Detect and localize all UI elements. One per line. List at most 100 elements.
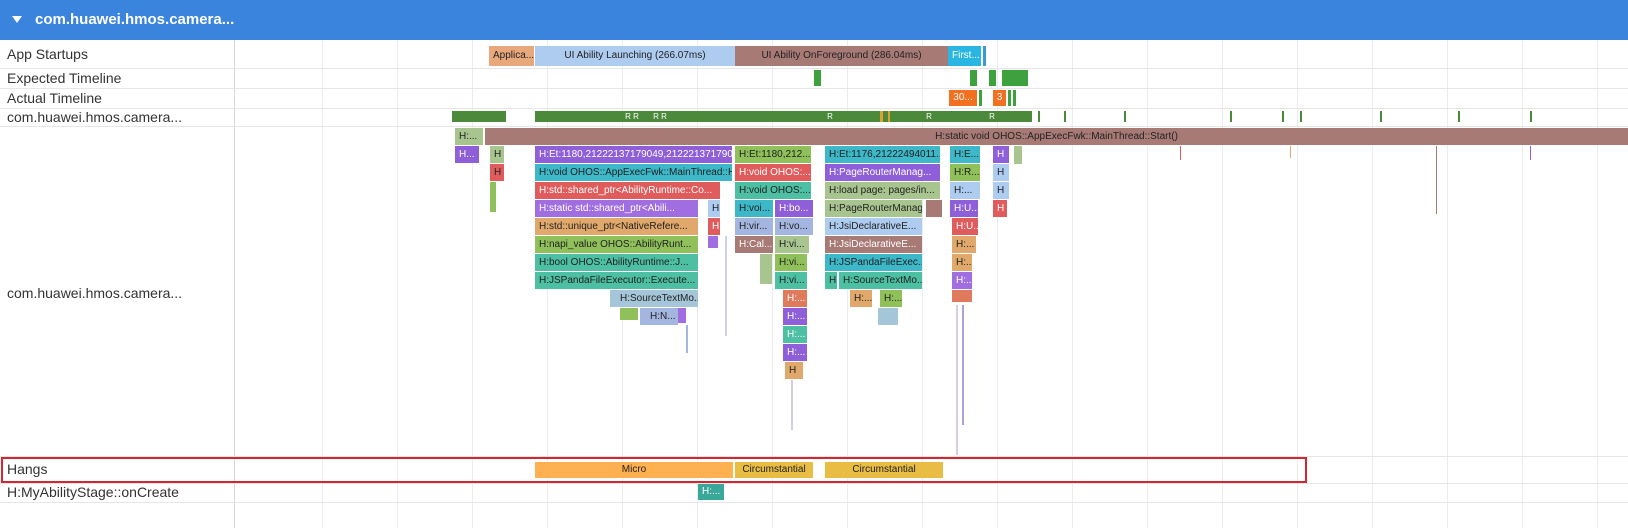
flame-slice[interactable]: H:... — [880, 290, 902, 307]
overview-mark[interactable] — [1064, 111, 1066, 122]
flame-slice[interactable]: H:PageRouterManag... — [825, 164, 940, 181]
track-label-actual-timeline[interactable]: Actual Timeline — [7, 90, 102, 106]
track-label-main-thread[interactable]: com.huawei.hmos.camera... — [7, 285, 183, 301]
actual-frame-late[interactable]: 3 — [993, 90, 1006, 106]
flame-slice[interactable]: H:JsiDeclarativeE... — [825, 218, 922, 235]
label-divider[interactable] — [234, 40, 235, 528]
actual-frame-late[interactable]: 30... — [949, 90, 977, 106]
overview-mark[interactable] — [1230, 111, 1232, 122]
flame-slice[interactable]: H:voi... — [735, 200, 773, 217]
flame-slice[interactable]: H:... — [952, 272, 972, 289]
flame-slice[interactable]: H — [708, 200, 720, 217]
flame-slice[interactable]: H:static std::shared_ptr<Abili... — [535, 200, 698, 217]
flame-slice[interactable]: H:... — [783, 290, 807, 307]
startup-application-slice[interactable]: Applica... — [489, 46, 534, 66]
flame-slice[interactable] — [620, 308, 638, 320]
flame-slice[interactable]: H:vi... — [775, 236, 809, 253]
hang-circumstantial-slice[interactable]: Circumstantial — [735, 462, 813, 478]
overview-mark[interactable] — [1530, 111, 1532, 122]
expected-frame[interactable] — [989, 70, 996, 86]
flame-slice[interactable] — [952, 290, 972, 302]
flame-slice[interactable]: H:napi_value OHOS::AbilityRunt... — [535, 236, 698, 253]
flame-slice[interactable]: H — [993, 146, 1009, 163]
flame-slice[interactable]: H:vi... — [775, 272, 807, 289]
flame-slice[interactable]: H:N... — [640, 308, 678, 325]
flame-slice[interactable]: H:... — [850, 290, 872, 307]
overview-mark[interactable] — [888, 111, 890, 122]
flame-slice[interactable]: H:R... — [950, 164, 980, 181]
startup-foreground-slice[interactable]: UI Ability OnForeground (286.04ms) — [735, 46, 948, 66]
overview-mark[interactable] — [1038, 111, 1040, 122]
track-label-expected-timeline[interactable]: Expected Timeline — [7, 70, 122, 86]
expected-frame[interactable] — [1002, 70, 1028, 86]
flame-slice[interactable] — [1014, 146, 1022, 164]
flame-slice[interactable]: H:... — [952, 236, 976, 253]
flame-slice[interactable]: H:std::unique_ptr<NativeRefere... — [535, 218, 698, 235]
overview-mark[interactable] — [880, 111, 883, 122]
flame-slice[interactable]: H:PageRouterManag... — [825, 200, 922, 217]
flame-slice[interactable]: H:vo... — [775, 218, 813, 235]
flame-slice[interactable] — [708, 236, 718, 248]
flame-slice[interactable] — [678, 308, 686, 323]
flame-slice[interactable]: H:void OHOS:... — [735, 182, 811, 199]
actual-frame[interactable] — [1008, 90, 1011, 106]
flame-slice[interactable]: H — [785, 362, 803, 379]
track-label-process-overview[interactable]: com.huawei.hmos.camera... — [7, 109, 183, 125]
flame-slice[interactable]: H:bo... — [775, 200, 813, 217]
flame-slice[interactable]: H:bool OHOS::AbilityRuntime::J... — [535, 254, 698, 271]
hang-circumstantial-slice[interactable]: Circumstantial — [825, 462, 943, 478]
startup-slice[interactable] — [983, 46, 986, 66]
overview-mark[interactable] — [1282, 111, 1284, 122]
flame-slice[interactable]: H:... — [950, 182, 980, 199]
flame-slice[interactable] — [760, 254, 772, 284]
overview-mark[interactable] — [1380, 111, 1382, 122]
flame-slice[interactable]: H — [490, 146, 504, 163]
ability-stage-slice[interactable]: H:... — [698, 484, 724, 500]
expected-frame[interactable] — [970, 70, 977, 86]
startup-first-frame-slice[interactable]: First... — [948, 46, 981, 66]
flame-slice[interactable]: H — [993, 182, 1009, 199]
overview-mark[interactable] — [1124, 111, 1126, 122]
flame-slice[interactable]: H:... — [455, 128, 483, 145]
flame-slice[interactable]: H:vir... — [735, 218, 773, 235]
hang-micro-slice[interactable]: Micro — [535, 462, 733, 478]
flame-slice[interactable]: H:Et:1180,2122213717904​9,21222137179​04… — [535, 146, 732, 163]
flame-slice[interactable]: H:vi... — [775, 254, 807, 271]
overview-mark[interactable] — [1458, 111, 1460, 122]
flame-slice[interactable]: H:JSPandaFileExecutor::Execute... — [535, 272, 698, 289]
flame-slice[interactable]: H:load page: pages/in... — [825, 182, 940, 199]
track-label-hangs[interactable]: Hangs — [7, 461, 48, 477]
process-header[interactable]: com.huawei.hmos.camera... — [0, 0, 1628, 40]
flame-slice[interactable]: H — [490, 164, 504, 181]
flame-slice[interactable]: H:std::shared_ptr<AbilityRuntime::Co... — [535, 182, 720, 199]
actual-frame[interactable] — [979, 90, 982, 106]
flame-slice[interactable] — [878, 308, 898, 325]
actual-frame[interactable] — [1013, 90, 1016, 106]
flame-slice[interactable]: H:E... — [950, 146, 980, 163]
track-label-app-startups[interactable]: App Startups — [7, 46, 88, 62]
flame-slice[interactable]: H:void OHOS:... — [735, 164, 811, 181]
flame-slice[interactable]: H — [993, 164, 1009, 181]
overview-mark[interactable] — [1300, 111, 1302, 122]
flame-slice[interactable]: H... — [455, 146, 479, 163]
flame-slice[interactable]: H:Et:1176,21222494011... — [825, 146, 940, 163]
flame-slice[interactable] — [926, 200, 942, 217]
flame-slice[interactable]: H:... — [952, 254, 972, 271]
overview-block[interactable] — [535, 111, 1032, 122]
expected-frame[interactable] — [814, 70, 821, 86]
flame-slice[interactable]: H — [825, 272, 837, 289]
flame-slice[interactable]: H:U... — [950, 200, 978, 217]
startup-launching-slice[interactable]: UI Ability Launching (266.07ms) — [535, 46, 735, 66]
flame-slice[interactable]: H:Et:1180,212... — [735, 146, 811, 163]
flame-slice[interactable]: H — [708, 218, 720, 235]
flame-slice[interactable]: H:... — [783, 344, 807, 361]
overview-block[interactable] — [452, 111, 506, 122]
flame-slice[interactable]: H:SourceTextMo... — [839, 272, 922, 289]
flame-slice[interactable]: H:... — [783, 326, 807, 343]
flame-slice[interactable]: H — [993, 200, 1007, 217]
track-label-my-ability-stage[interactable]: H:MyAbilityStage::onCreate — [7, 484, 179, 500]
flame-slice[interactable]: H:Cal... — [735, 236, 773, 253]
flame-slice[interactable]: H:void OHOS::AppExecFwk::MainThread::H..… — [535, 164, 732, 181]
flame-slice[interactable]: H:U... — [952, 218, 978, 235]
flame-slice-root[interactable]: H:static void OHOS::AppExecFwk::MainThre… — [485, 128, 1628, 145]
